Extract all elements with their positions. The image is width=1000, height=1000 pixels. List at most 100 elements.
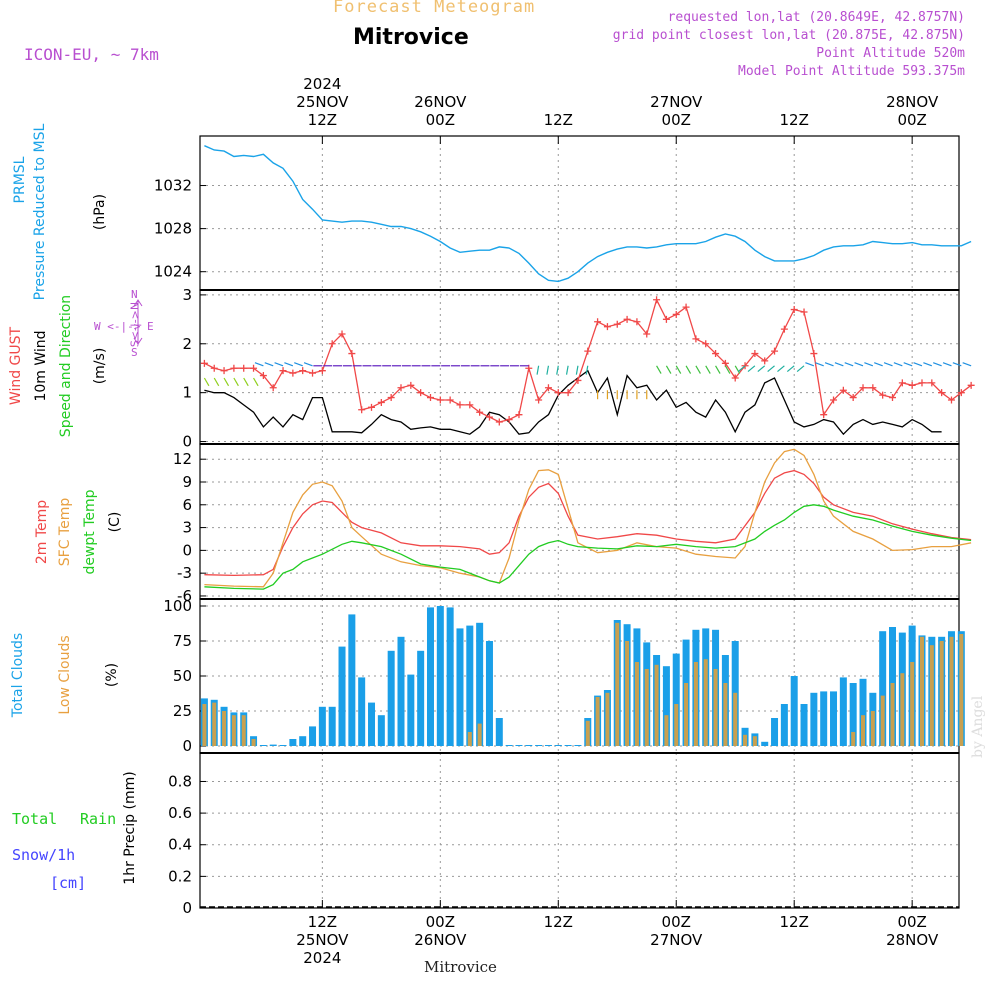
total-cloud-bar bbox=[810, 692, 818, 746]
total-cloud-bar bbox=[849, 683, 857, 746]
y-tick-label: 9 bbox=[182, 473, 192, 491]
low-cloud-bar bbox=[231, 715, 236, 746]
gust-point bbox=[633, 318, 641, 326]
wind-direction-arrow bbox=[942, 362, 952, 367]
panel-5: 0 0.2 0.4 0.6 0.8 bbox=[168, 752, 960, 917]
gust-point bbox=[879, 391, 887, 399]
wind-direction-arrow bbox=[834, 362, 844, 367]
total-cloud-bar bbox=[417, 650, 425, 746]
time-label-date: 26NOV bbox=[414, 931, 467, 949]
gust-point bbox=[318, 367, 326, 375]
total-cloud-bar bbox=[368, 702, 376, 746]
gust-point bbox=[613, 320, 621, 328]
total-cloud-bar bbox=[318, 706, 326, 746]
y-tick-label: 0.8 bbox=[168, 772, 192, 790]
low-cloud-bar bbox=[939, 641, 944, 746]
gust-point bbox=[259, 372, 267, 380]
gust-point bbox=[544, 384, 552, 392]
low-cloud-bar bbox=[585, 720, 590, 746]
low-cloud-bar bbox=[605, 692, 610, 746]
wind-direction-arrow bbox=[223, 377, 230, 387]
model-name: ICON-EU, ~ 7km bbox=[24, 45, 159, 64]
gust-point bbox=[653, 296, 661, 304]
total-cloud-bar bbox=[466, 625, 474, 746]
panel-frame bbox=[199, 135, 960, 291]
total-cloud-bar bbox=[564, 745, 572, 746]
low-cloud-bar bbox=[723, 683, 728, 746]
total-cloud-bar bbox=[476, 622, 484, 746]
low-cloud-bar bbox=[861, 715, 866, 746]
low-cloud-bar bbox=[212, 702, 217, 746]
low-cloud-bar bbox=[733, 692, 738, 746]
y-tick-label: 1028 bbox=[154, 220, 192, 238]
time-label-hour: 12Z bbox=[543, 913, 573, 931]
y-tick-label: 1032 bbox=[154, 177, 192, 195]
meteogram-title: Forecast Meteogram bbox=[333, 0, 536, 17]
requested-coords: requested lon,lat (20.8649E, 42.8757N) bbox=[667, 10, 965, 25]
gust-point bbox=[839, 386, 847, 394]
y-tick-label: 25 bbox=[173, 702, 192, 720]
gust-point bbox=[446, 396, 454, 404]
bottom-location: Mitrovice bbox=[424, 958, 497, 976]
low-cloud-bar bbox=[959, 634, 964, 746]
wind-direction-arrow bbox=[303, 362, 313, 367]
low-cloud-bar bbox=[900, 673, 905, 746]
time-label-hour: 12Z bbox=[779, 111, 809, 129]
wind-direction-arrow bbox=[883, 362, 893, 367]
wind-direction-arrow bbox=[233, 377, 239, 387]
wind-direction-arrow bbox=[556, 365, 559, 375]
low-cloud-bar bbox=[634, 662, 639, 746]
low-cloud-bar bbox=[949, 636, 954, 746]
time-label-hour: 12Z bbox=[307, 111, 338, 129]
low-cloud-bar bbox=[890, 683, 895, 746]
low-cloud-bar bbox=[752, 736, 757, 746]
total-cloud-bar bbox=[397, 636, 405, 746]
label-snow-cm: [cm] bbox=[50, 874, 87, 892]
panel-frame bbox=[199, 752, 960, 909]
time-label-date: 28NOV bbox=[886, 93, 939, 111]
total-cloud-bar bbox=[309, 726, 317, 746]
gust-point bbox=[820, 411, 828, 419]
wind-direction-arrow bbox=[274, 362, 284, 367]
wind-direction-arrow bbox=[815, 362, 824, 367]
gust-point bbox=[309, 369, 317, 377]
low-cloud-bar bbox=[467, 732, 472, 746]
total-cloud-bar bbox=[672, 653, 680, 746]
gust-point bbox=[790, 306, 798, 314]
label-snow: Snow/1h bbox=[12, 846, 76, 864]
gust-point bbox=[200, 359, 208, 367]
wind-direction-arrow bbox=[565, 365, 569, 375]
gridpoint-coords: grid point closest lon,lat (20.875E, 42.… bbox=[612, 28, 965, 43]
low-cloud-bar bbox=[674, 704, 679, 746]
time-label-hour: 00Z bbox=[425, 913, 455, 931]
gust-point bbox=[859, 384, 867, 392]
wind-direction-arrow bbox=[864, 362, 874, 367]
total-cloud-bar bbox=[456, 628, 464, 746]
low-cloud-bar bbox=[743, 734, 748, 746]
panel-1: 1024 1028 1032 bbox=[154, 135, 960, 291]
wind-direction-arrow bbox=[952, 362, 962, 367]
y-tick-label: 0 bbox=[182, 433, 192, 451]
total-cloud-bar bbox=[299, 736, 307, 746]
gust-point bbox=[623, 315, 631, 323]
time-label-hour: 12Z bbox=[543, 111, 573, 129]
y-tick-label: 0 bbox=[182, 737, 192, 755]
wind-direction-arrow bbox=[737, 365, 746, 373]
gust-point bbox=[731, 374, 739, 382]
gust-point bbox=[564, 389, 572, 397]
pressure-line bbox=[204, 145, 972, 283]
total-cloud-bar bbox=[771, 718, 779, 746]
gust-point bbox=[830, 396, 838, 404]
time-label-hour: 00Z bbox=[425, 111, 455, 129]
wind-direction-arrow bbox=[656, 365, 662, 374]
gust-point bbox=[947, 396, 955, 404]
gust-point bbox=[908, 381, 916, 389]
panel-4: 0 25 50 75 100 bbox=[163, 597, 960, 755]
gust-point bbox=[957, 389, 965, 397]
panel-frame bbox=[199, 443, 960, 600]
wind-direction-arrow bbox=[844, 362, 854, 367]
wind-direction-arrow bbox=[294, 362, 303, 367]
time-label-hour: 00Z bbox=[897, 913, 927, 931]
total-cloud-bar bbox=[879, 631, 887, 746]
label-rain: Rain bbox=[80, 810, 117, 828]
